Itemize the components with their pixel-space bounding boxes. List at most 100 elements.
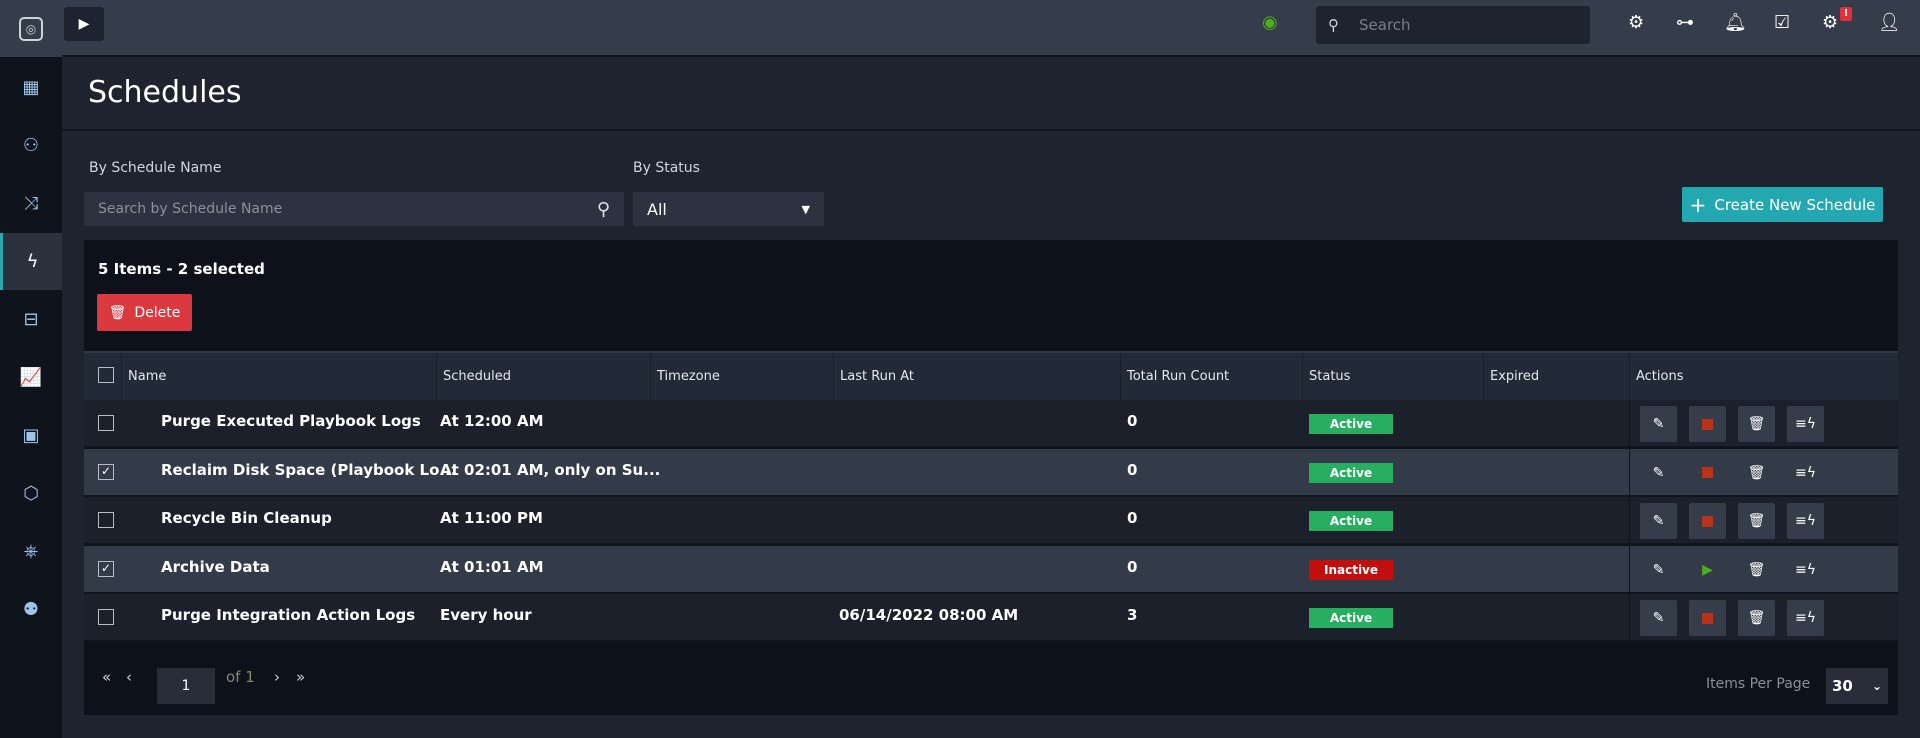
pencil-icon: ✎ bbox=[1652, 416, 1665, 432]
sidebar-item-dashboard[interactable]: ▦ bbox=[0, 59, 62, 116]
edit-button[interactable]: ✎ bbox=[1640, 600, 1677, 636]
delete-row-button[interactable]: 🗑︎ bbox=[1738, 503, 1775, 539]
sidebar-item-playbook-bolt[interactable]: ϟ bbox=[0, 233, 62, 290]
first-page-button[interactable]: « bbox=[102, 668, 112, 686]
table-row[interactable]: Purge Integration Action Logs Every hour 0… bbox=[84, 594, 1898, 642]
run-now-button[interactable]: ≡ϟ bbox=[1787, 600, 1824, 636]
user-icon[interactable]: 👤︎ bbox=[1878, 12, 1901, 33]
bell-icon[interactable]: 🔔︎ bbox=[1724, 12, 1747, 33]
sidebar-item-users-group[interactable]: ⚇ bbox=[0, 117, 62, 174]
clipboard-check-icon[interactable]: ☑ bbox=[1774, 12, 1791, 33]
page-header: Schedules bbox=[62, 59, 1920, 131]
delete-row-button[interactable]: 🗑︎ bbox=[1738, 455, 1775, 491]
top-bar: ▶ ◉ ⚲ Search ⚙ ⊶ 🔔︎ ☑ ⚙ ! 👤︎ bbox=[62, 0, 1920, 57]
status-badge: Active bbox=[1309, 414, 1393, 434]
name-cell: Purge Integration Action Logs bbox=[161, 606, 416, 624]
name-cell: Archive Data bbox=[161, 557, 270, 576]
edit-button[interactable]: ✎ bbox=[1640, 406, 1677, 442]
actions-cell: ✎ ▶ 🗑︎ ≡ϟ bbox=[1629, 545, 1898, 592]
delete-row-button[interactable]: 🗑︎ bbox=[1738, 406, 1775, 442]
actions-cell: ✎ 🗑︎ ≡ϟ bbox=[1629, 594, 1898, 640]
last-page-button[interactable]: » bbox=[296, 668, 306, 686]
name-cell: Reclaim Disk Space (Playbook Lo... bbox=[161, 460, 457, 479]
status-indicator-icon[interactable]: ◉ bbox=[1262, 12, 1278, 33]
trash-icon: 🗑︎ bbox=[1747, 513, 1766, 529]
sidebar-item-people[interactable]: ⚉ bbox=[0, 581, 62, 638]
column-header-total-run-count[interactable]: Total Run Count bbox=[1120, 353, 1302, 400]
trash-icon: 🗑︎ bbox=[1747, 561, 1766, 578]
activate-button[interactable]: ▶ bbox=[1689, 552, 1726, 588]
create-new-schedule-button[interactable]: + Create New Schedule bbox=[1682, 187, 1883, 222]
edit-button[interactable]: ✎ bbox=[1640, 503, 1677, 539]
name-cell: Recycle Bin Cleanup bbox=[161, 509, 332, 527]
stop-icon bbox=[1702, 467, 1713, 478]
sidebar-item-analytics[interactable]: 📈 bbox=[0, 349, 62, 406]
app-logo[interactable]: ◎ bbox=[0, 0, 62, 57]
table-header: Name Scheduled Timezone Last Run At Total Ru… bbox=[84, 351, 1898, 400]
page-number-input[interactable]: 1 bbox=[157, 668, 215, 704]
analytics-icon: 📈 bbox=[19, 367, 43, 388]
list-bolt-icon: ≡ϟ bbox=[1795, 610, 1816, 626]
table-row[interactable]: ✓ Reclaim Disk Space (Playbook Lo... At 02… bbox=[84, 448, 1898, 497]
row-checkbox[interactable] bbox=[98, 609, 114, 625]
page-total: of 1 bbox=[226, 668, 255, 686]
run-now-button[interactable]: ≡ϟ bbox=[1787, 552, 1824, 588]
playbook-bolt-icon: ϟ bbox=[26, 251, 39, 272]
prev-page-button[interactable]: ‹ bbox=[126, 668, 132, 686]
column-header-timezone[interactable]: Timezone bbox=[650, 353, 833, 400]
list-bolt-icon: ≡ϟ bbox=[1795, 561, 1816, 578]
run-now-button[interactable]: ≡ϟ bbox=[1787, 455, 1824, 491]
delete-row-button[interactable]: 🗑︎ bbox=[1738, 600, 1775, 636]
items-per-page-select[interactable]: 30 ⌄ bbox=[1826, 668, 1888, 704]
deactivate-button[interactable] bbox=[1689, 503, 1726, 539]
search-placeholder: Search by Schedule Name bbox=[98, 201, 283, 217]
row-checkbox[interactable] bbox=[98, 415, 114, 431]
scheduled-cell: At 11:00 PM bbox=[440, 509, 543, 527]
column-header-actions[interactable]: Actions bbox=[1629, 353, 1898, 400]
column-header-name[interactable]: Name bbox=[121, 353, 436, 400]
column-header-last-run-at[interactable]: Last Run At bbox=[833, 353, 1120, 400]
edit-button[interactable]: ✎ bbox=[1640, 455, 1677, 491]
chevron-down-icon: ⌄ bbox=[1871, 679, 1882, 693]
global-search-input[interactable]: ⚲ Search bbox=[1316, 6, 1590, 44]
status-badge: Active bbox=[1309, 608, 1393, 628]
edit-button[interactable]: ✎ bbox=[1640, 552, 1677, 588]
row-checkbox[interactable] bbox=[98, 512, 114, 528]
sidebar-item-briefcase[interactable]: ⊟ bbox=[0, 291, 62, 348]
deactivate-button[interactable] bbox=[1689, 600, 1726, 636]
status-select[interactable]: All ▼ bbox=[633, 192, 824, 226]
hierarchy-icon[interactable]: ⊶ bbox=[1676, 12, 1694, 33]
sidebar-toggle-button[interactable]: ▶ bbox=[64, 7, 104, 41]
search-icon: ⚲ bbox=[596, 198, 610, 220]
status-badge: Inactive bbox=[1309, 559, 1393, 580]
trash-icon: 🗑︎ bbox=[108, 304, 127, 321]
next-page-button[interactable]: › bbox=[274, 668, 280, 686]
deactivate-button[interactable] bbox=[1689, 455, 1726, 491]
run-now-button[interactable]: ≡ϟ bbox=[1787, 503, 1824, 539]
column-header-status[interactable]: Status bbox=[1302, 353, 1483, 400]
table-row[interactable]: Recycle Bin Cleanup At 11:00 PM 0 Active ✎ … bbox=[84, 497, 1898, 545]
system-settings-icon[interactable]: ⚙ bbox=[1822, 12, 1839, 33]
sidebar-item-widgets[interactable]: ▣ bbox=[0, 407, 62, 464]
delete-button[interactable]: 🗑︎ Delete bbox=[97, 294, 192, 331]
table-row[interactable]: ✓ Archive Data At 01:01 AM 0 Inactive ✎ ▶ 🗑︎… bbox=[84, 545, 1898, 594]
run-count-cell: 3 bbox=[1127, 606, 1138, 624]
sidebar-item-shuffle[interactable]: ⤨ bbox=[0, 175, 62, 232]
delete-row-button[interactable]: 🗑︎ bbox=[1738, 552, 1775, 588]
run-now-button[interactable]: ≡ϟ bbox=[1787, 406, 1824, 442]
stop-icon bbox=[1702, 515, 1713, 527]
sidebar-item-connector[interactable]: ⬡ bbox=[0, 465, 62, 522]
scheduled-cell: At 01:01 AM bbox=[440, 557, 544, 576]
column-header-expired[interactable]: Expired bbox=[1483, 353, 1629, 400]
column-header-scheduled[interactable]: Scheduled bbox=[436, 353, 650, 400]
sidebar: ◎ ▦ ⚇ ⤨ ϟ ⊟ 📈 ▣ ⬡ ⎈ ⚉ bbox=[0, 0, 62, 738]
row-checkbox[interactable]: ✓ bbox=[98, 463, 114, 480]
list-bolt-icon: ≡ϟ bbox=[1795, 464, 1816, 481]
deactivate-button[interactable] bbox=[1689, 406, 1726, 442]
schedule-name-search-input[interactable]: Search by Schedule Name ⚲ bbox=[84, 192, 624, 226]
row-checkbox[interactable]: ✓ bbox=[98, 560, 114, 577]
settings-icon[interactable]: ⚙ bbox=[1628, 12, 1645, 33]
sidebar-item-helm[interactable]: ⎈ bbox=[0, 523, 62, 580]
select-all-checkbox[interactable] bbox=[98, 367, 114, 383]
table-row[interactable]: Purge Executed Playbook Logs At 12:00 AM 0… bbox=[84, 400, 1898, 448]
